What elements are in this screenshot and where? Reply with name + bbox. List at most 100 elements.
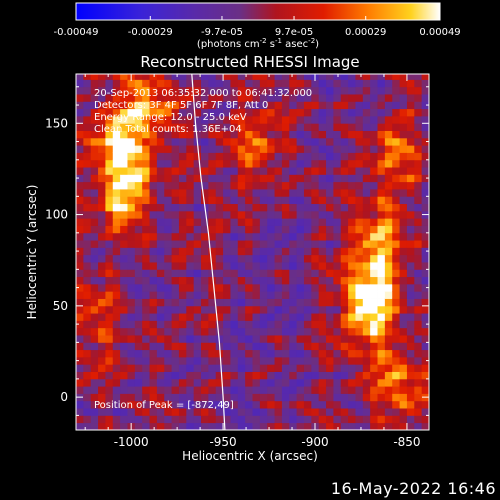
heatmap-cell [134,74,143,80]
heatmap-cell [105,159,114,168]
heatmap-cell [414,415,423,424]
heatmap-cell [120,386,128,394]
heatmap-cell [105,283,114,292]
heatmap-cell [112,291,121,299]
heatmap-cell [303,115,312,124]
heatmap-cell [149,189,158,197]
heatmap-cell [178,393,187,402]
heatmap-cell [377,276,386,285]
heatmap-cell [201,145,209,153]
heatmap-cell [311,247,320,256]
heatmap-cell [98,79,106,88]
heatmap-cell [340,174,349,183]
heatmap-cell [267,181,275,190]
heatmap-cell [98,276,106,285]
heatmap-cell [76,247,84,256]
heatmap-cell [142,283,150,292]
y-axis-label: Heliocentric Y (arcsec) [25,185,39,320]
heatmap-cell [296,247,305,256]
heatmap-cell [112,262,121,270]
heatmap-cell [127,167,136,175]
heatmap-cell [370,94,378,102]
heatmap-cell [186,74,195,80]
heatmap-cell [90,101,99,110]
heatmap-cell [193,218,202,226]
heatmap-cell [215,247,224,256]
heatmap-cell [296,130,305,139]
heatmap-cell [149,356,158,365]
heatmap-cell [134,393,143,402]
heatmap-cell [112,174,121,183]
heatmap-cell [311,115,320,124]
heatmap-cell [333,356,342,365]
heatmap-cell [355,364,364,372]
heatmap-cell [127,386,136,394]
heatmap-cell [215,327,224,336]
heatmap-cell [105,254,114,263]
heatmap-cell [326,422,334,430]
heatmap-cell [142,386,150,394]
heatmap-cell [289,415,298,424]
heatmap-cell [120,152,128,161]
heatmap-cell [156,137,165,146]
heatmap-cell [326,320,334,329]
heatmap-cell [245,159,253,168]
heatmap-cell [149,400,158,409]
heatmap-cell [98,174,106,183]
heatmap-cell [201,174,209,183]
heatmap-cell [406,400,415,409]
heatmap-cell [178,203,187,212]
heatmap-cell [134,101,143,110]
heatmap-cell [318,137,327,146]
heatmap-cell [267,393,275,402]
heatmap-cell [245,152,253,161]
heatmap-cell [193,108,202,117]
heatmap-cell [259,378,268,387]
heatmap-cell [421,269,429,278]
heatmap-cell [230,393,239,402]
heatmap-cell [105,408,114,416]
heatmap-cell [164,408,173,416]
heatmap-cell [355,94,364,102]
heatmap-cell [237,225,246,234]
heatmap-cell [370,349,378,358]
heatmap-cell [252,130,261,139]
heatmap-cell [120,145,128,153]
heatmap-cell [377,232,386,241]
heatmap-cell [289,145,298,153]
heatmap-cell [230,371,239,380]
heatmap-cell [289,269,298,278]
heatmap-cell [76,269,84,278]
heatmap-cell [127,123,136,131]
heatmap-cell [156,298,165,307]
heatmap-cell [201,313,209,321]
heatmap-cell [127,240,136,248]
heatmap-cell [348,298,356,307]
heatmap-cell [83,291,92,299]
heatmap-cell [223,269,231,278]
heatmap-cell [90,386,99,394]
heatmap-cell [289,298,298,307]
heatmap-cell [98,145,106,153]
heatmap-cell [303,152,312,161]
heatmap-cell [245,196,253,205]
heatmap-cell [362,269,371,278]
heatmap-cell [311,181,320,190]
heatmap-cell [362,247,371,256]
heatmap-cell [98,108,106,117]
heatmap-cell [362,320,371,329]
heatmap-cell [142,159,150,168]
heatmap-cell [134,422,143,430]
heatmap-cell [201,349,209,358]
heatmap-cell [201,262,209,270]
heatmap-cell [83,145,92,153]
heatmap-cell [318,232,327,241]
heatmap-cell [384,232,393,241]
heatmap-cell [377,86,386,95]
heatmap-cell [171,137,180,146]
heatmap-cell [223,115,231,124]
heatmap-cell [193,130,202,139]
heatmap-cell [281,174,290,183]
heatmap-cell [333,167,342,175]
heatmap-cell [193,79,202,88]
